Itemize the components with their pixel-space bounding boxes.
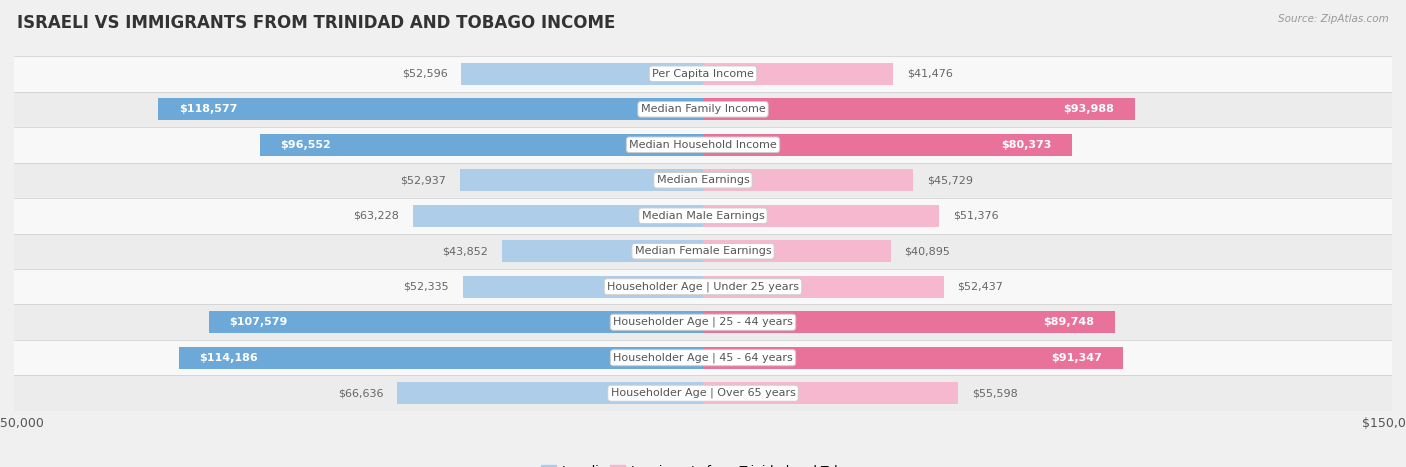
Text: Householder Age | Under 25 years: Householder Age | Under 25 years bbox=[607, 282, 799, 292]
Bar bbox=[460, 169, 703, 191]
Text: Source: ZipAtlas.com: Source: ZipAtlas.com bbox=[1278, 14, 1389, 24]
Bar bbox=[703, 276, 943, 298]
Text: Median Household Income: Median Household Income bbox=[628, 140, 778, 150]
Bar bbox=[14, 304, 1392, 340]
Text: $51,376: $51,376 bbox=[953, 211, 998, 221]
Bar bbox=[461, 63, 703, 85]
Text: $96,552: $96,552 bbox=[280, 140, 330, 150]
Text: $40,895: $40,895 bbox=[904, 246, 950, 256]
Text: Householder Age | 25 - 44 years: Householder Age | 25 - 44 years bbox=[613, 317, 793, 327]
Bar bbox=[14, 56, 1392, 92]
Text: $52,335: $52,335 bbox=[404, 282, 449, 292]
Legend: Israeli, Immigrants from Trinidad and Tobago: Israeli, Immigrants from Trinidad and To… bbox=[536, 460, 870, 467]
Text: Median Earnings: Median Earnings bbox=[657, 175, 749, 185]
Text: $52,596: $52,596 bbox=[402, 69, 447, 79]
Text: Median Female Earnings: Median Female Earnings bbox=[634, 246, 772, 256]
Text: $52,437: $52,437 bbox=[957, 282, 1004, 292]
Bar bbox=[396, 382, 703, 404]
Text: $45,729: $45,729 bbox=[927, 175, 973, 185]
Bar bbox=[159, 98, 703, 120]
Bar bbox=[14, 375, 1392, 411]
Text: Median Male Earnings: Median Male Earnings bbox=[641, 211, 765, 221]
Bar bbox=[14, 234, 1392, 269]
Text: ISRAELI VS IMMIGRANTS FROM TRINIDAD AND TOBAGO INCOME: ISRAELI VS IMMIGRANTS FROM TRINIDAD AND … bbox=[17, 14, 616, 32]
Text: $91,347: $91,347 bbox=[1052, 353, 1102, 363]
Text: $43,852: $43,852 bbox=[441, 246, 488, 256]
Bar bbox=[14, 340, 1392, 375]
Bar bbox=[703, 205, 939, 227]
Bar bbox=[703, 134, 1073, 156]
Bar bbox=[14, 92, 1392, 127]
Bar bbox=[179, 347, 703, 369]
Text: $55,598: $55,598 bbox=[972, 388, 1018, 398]
Bar bbox=[14, 163, 1392, 198]
Text: $107,579: $107,579 bbox=[229, 317, 288, 327]
Bar bbox=[14, 198, 1392, 234]
Bar bbox=[703, 63, 893, 85]
Bar bbox=[703, 98, 1135, 120]
Text: $66,636: $66,636 bbox=[337, 388, 384, 398]
Bar bbox=[260, 134, 703, 156]
Bar bbox=[412, 205, 703, 227]
Bar bbox=[209, 311, 703, 333]
Text: $80,373: $80,373 bbox=[1001, 140, 1052, 150]
Bar bbox=[502, 240, 703, 262]
Text: $93,988: $93,988 bbox=[1063, 104, 1114, 114]
Text: $41,476: $41,476 bbox=[907, 69, 953, 79]
Text: Median Family Income: Median Family Income bbox=[641, 104, 765, 114]
Text: Householder Age | 45 - 64 years: Householder Age | 45 - 64 years bbox=[613, 353, 793, 363]
Text: Householder Age | Over 65 years: Householder Age | Over 65 years bbox=[610, 388, 796, 398]
Text: $52,937: $52,937 bbox=[401, 175, 446, 185]
Bar bbox=[703, 169, 912, 191]
Bar bbox=[463, 276, 703, 298]
Text: Per Capita Income: Per Capita Income bbox=[652, 69, 754, 79]
Text: $89,748: $89,748 bbox=[1043, 317, 1094, 327]
Bar bbox=[14, 127, 1392, 163]
Bar bbox=[703, 347, 1122, 369]
Text: $114,186: $114,186 bbox=[200, 353, 257, 363]
Bar bbox=[14, 269, 1392, 304]
Bar bbox=[703, 240, 891, 262]
Text: $118,577: $118,577 bbox=[179, 104, 238, 114]
Bar bbox=[703, 311, 1115, 333]
Bar bbox=[703, 382, 959, 404]
Text: $63,228: $63,228 bbox=[353, 211, 399, 221]
